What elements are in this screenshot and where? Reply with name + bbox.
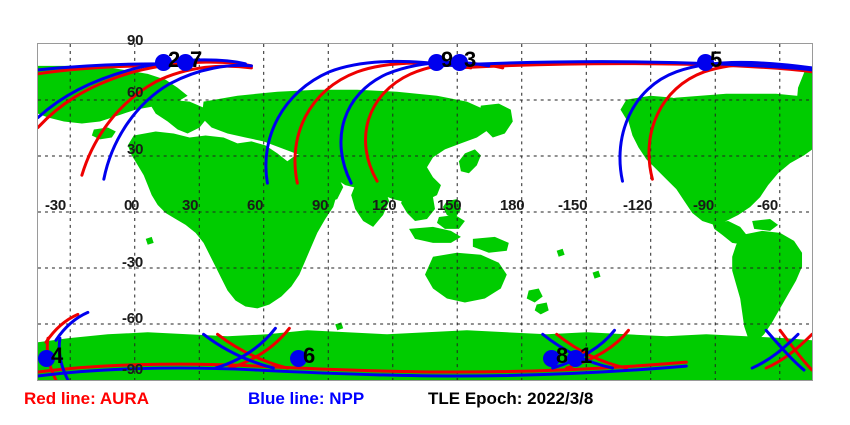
land-island-speck-2 [145, 236, 154, 245]
graticule-group [38, 44, 812, 380]
land-caribbean [752, 218, 779, 231]
land-indochina [401, 191, 435, 221]
aura-track-south-5 [38, 362, 459, 374]
aura-track-south-9 [778, 328, 812, 372]
pass-marker-label: 8 [556, 343, 569, 368]
land-newguinea [472, 236, 509, 253]
npp-track-seg-1 [38, 58, 247, 120]
lon-tick--120: -120 [623, 197, 653, 214]
pass-marker-label: 4 [51, 343, 64, 368]
land-island-speck-1 [335, 322, 344, 331]
pass-dot-icon [696, 53, 714, 71]
ground-track-npp-group [38, 58, 812, 380]
world-map-panel [37, 43, 813, 381]
land-greenland-arctic-west [38, 65, 188, 124]
land-kamchatka [478, 103, 513, 138]
legend-red-line: Red line: AURA [24, 389, 149, 408]
npp-track-south-6 [455, 364, 688, 378]
pass-dot-icon [289, 349, 307, 367]
pass-dot-icon [450, 53, 468, 71]
npp-track-south-10 [750, 332, 800, 370]
land-europe-africa [127, 131, 338, 309]
lat-tick-90: 90 [127, 32, 144, 49]
pass-marker-label: 7 [190, 47, 203, 72]
land-south-america [732, 230, 803, 343]
npp-track-south-1 [54, 310, 90, 342]
aura-track-south-7 [555, 332, 628, 370]
legend-bar: Red line: AURA Blue line: NPP TLE Epoch:… [0, 390, 850, 420]
npp-track-seg-5 [618, 60, 812, 183]
lat-tick--30: -30 [122, 254, 144, 271]
npp-track-south-3 [202, 332, 275, 370]
aura-track-seg-1 [38, 60, 253, 129]
lon-tick--90: -90 [693, 197, 715, 214]
lon-tick-120: 120 [372, 197, 397, 214]
legend-blue-line: Blue line: NPP [248, 389, 365, 408]
land-scandinavia [149, 99, 208, 134]
world-map-svg [38, 44, 812, 380]
land-indonesia-1 [409, 226, 461, 243]
pass-dot-icon [176, 53, 194, 71]
npp-track-south-9 [764, 328, 806, 372]
land-india [351, 183, 390, 227]
npp-track-south-8 [551, 328, 617, 370]
lon-tick-150: 150 [437, 197, 462, 214]
aura-track-seg-6 [455, 62, 812, 74]
lon-tick-30: 30 [182, 197, 199, 214]
pass-marker-label: 1 [580, 343, 593, 368]
lon-tick--30: -30 [45, 197, 67, 214]
lon-tick-60: 60 [247, 197, 264, 214]
land-japan [458, 149, 481, 174]
land-australia [425, 252, 507, 303]
pass-marker-label: 3 [464, 47, 477, 72]
lat-tick-30: 30 [127, 141, 144, 158]
pass-marker-label: 6 [303, 343, 316, 368]
ground-track-aura-group [38, 60, 812, 380]
lon-tick-0: 0 [124, 197, 133, 214]
lon-tick-90: 90 [312, 197, 329, 214]
land-asia [201, 89, 493, 204]
pass-dot-icon [427, 53, 445, 71]
npp-track-seg-7 [38, 62, 160, 72]
npp-track-seg-3 [264, 59, 459, 185]
land-island-speck-4 [592, 270, 601, 279]
lat-tick--90: -90 [122, 361, 144, 378]
npp-track-south-2 [57, 336, 70, 380]
lat-tick-0: 0 [131, 197, 140, 214]
pass-marker-label: 9 [441, 47, 454, 72]
lat-tick--60: -60 [122, 310, 144, 327]
pass-dot-icon [154, 53, 172, 71]
landmass-group [38, 65, 812, 380]
land-island-speck-3 [556, 248, 565, 257]
npp-track-south-5 [38, 366, 459, 378]
land-newzealand-2 [534, 302, 549, 315]
lat-tick-60: 60 [127, 84, 144, 101]
pass-dot-icon [37, 349, 55, 367]
land-indonesia-2 [436, 214, 465, 229]
land-philippines [442, 199, 461, 219]
land-north-america [628, 93, 812, 225]
legend-tle-epoch: TLE Epoch: 2022/3/8 [428, 389, 594, 408]
aura-track-south-10 [764, 332, 812, 370]
npp-track-south-4 [214, 326, 277, 370]
pass-marker-label: 5 [710, 47, 723, 72]
pass-dot-icon [566, 349, 584, 367]
lon-tick-180: 180 [500, 197, 525, 214]
pass-dot-icon [542, 349, 560, 367]
land-central-america [712, 220, 749, 245]
npp-track-seg-2 [102, 63, 253, 181]
lon-tick--60: -60 [757, 197, 779, 214]
lon-tick--150: -150 [558, 197, 588, 214]
aura-track-south-6 [455, 360, 688, 374]
land-newzealand-1 [526, 288, 543, 303]
npp-track-seg-6 [435, 60, 812, 72]
